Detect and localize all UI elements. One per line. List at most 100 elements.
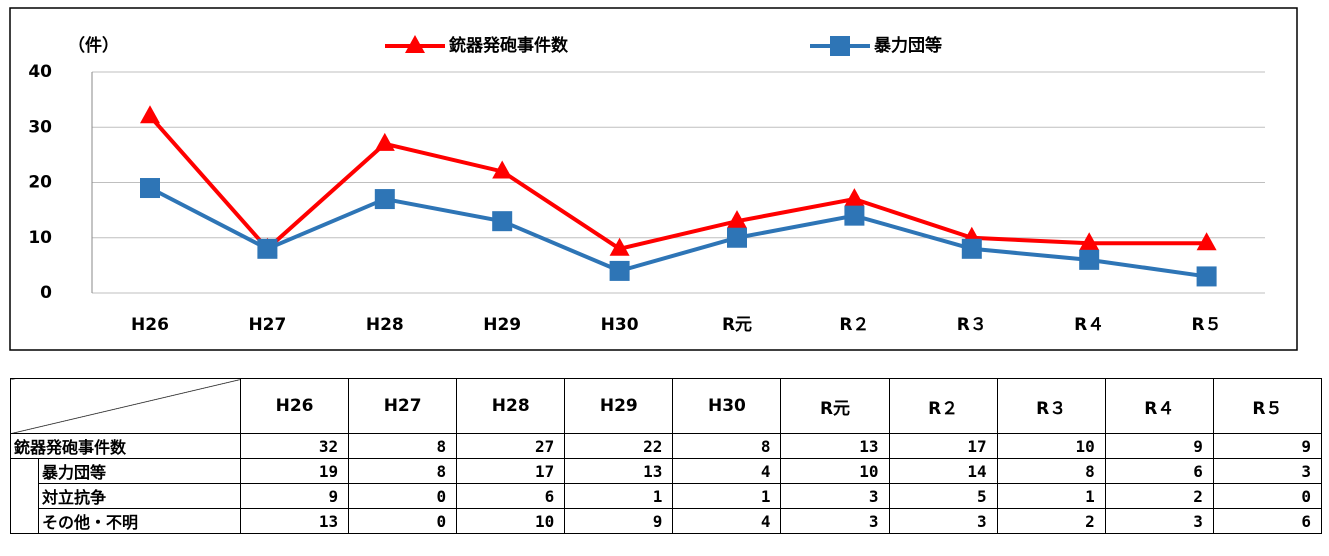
header-cell: H28 — [456, 378, 566, 434]
value-cell: 8 — [672, 433, 782, 459]
legend-label: 銃器発砲事件数 — [449, 35, 569, 56]
x-tick-label: H29 — [483, 315, 521, 335]
value-cell: 32 — [239, 433, 350, 459]
x-tick-label: H26 — [131, 315, 169, 335]
header-cell: R２ — [888, 378, 998, 434]
value-cell: 10 — [780, 458, 890, 484]
marker — [1196, 232, 1217, 251]
marker — [1196, 266, 1217, 287]
x-tick-label: H30 — [601, 315, 639, 335]
x-tick-label: R２ — [839, 315, 869, 335]
value-cell: 4 — [672, 508, 782, 534]
x-tick-label: H28 — [366, 315, 404, 335]
table-row: その他・不明 13 0 10 9 4 3 3 2 3 6 — [11, 508, 1323, 534]
header-cell: R５ — [1212, 378, 1323, 434]
x-tick-label: R３ — [957, 315, 987, 335]
header-cell: H30 — [672, 378, 782, 434]
y-axis-label: （件） — [68, 35, 119, 56]
header-cell: R３ — [996, 378, 1106, 434]
value-cell: 5 — [888, 483, 998, 509]
x-tick-label: R４ — [1074, 315, 1104, 335]
x-tick-label: R５ — [1192, 315, 1222, 335]
marker — [374, 132, 395, 151]
value-cell: 1 — [996, 483, 1106, 509]
value-cell: 6 — [1104, 458, 1214, 484]
y-tick-label: 10 — [28, 228, 52, 248]
value-cell: 13 — [780, 433, 890, 459]
value-cell: 27 — [456, 433, 566, 459]
value-cell: 2 — [996, 508, 1106, 534]
value-cell: 3 — [888, 508, 998, 534]
marker — [405, 35, 425, 53]
value-cell: 9 — [564, 508, 674, 534]
x-tick-label: R元 — [722, 315, 752, 335]
value-cell: 9 — [239, 483, 350, 509]
value-cell: 13 — [239, 508, 350, 534]
legend-label: 暴力団等 — [873, 35, 942, 56]
value-cell: 8 — [348, 458, 458, 484]
marker — [140, 105, 160, 124]
value-cell: 1 — [672, 483, 782, 509]
chart-frame — [9, 7, 1298, 351]
marker — [140, 178, 160, 199]
marker — [374, 189, 395, 210]
value-cell: 2 — [1104, 483, 1214, 509]
table-row: 対立抗争 9 0 6 1 1 3 5 1 2 0 — [11, 483, 1323, 509]
value-cell: 17 — [456, 458, 566, 484]
marker — [727, 210, 747, 229]
y-tick-label: 20 — [28, 173, 52, 193]
value-cell: 10 — [996, 433, 1106, 459]
table-row: 暴力団等 19 8 17 13 4 10 14 8 6 3 — [10, 458, 1323, 534]
marker — [257, 238, 278, 259]
value-cell: 3 — [780, 483, 890, 509]
value-cell: 3 — [780, 508, 890, 534]
value-cell: 9 — [1104, 433, 1214, 459]
value-cell: 0 — [348, 483, 458, 509]
value-cell: 9 — [1212, 433, 1323, 459]
chart: （件） 0 10 20 30 40 H26 H27 H28 H29 H30 R元 R２ R３ R４ R５ 銃器… — [9, 7, 1298, 351]
x-tick-label: H27 — [248, 315, 286, 335]
value-cell: 17 — [888, 433, 998, 459]
header-row: H26 H27 H28 H29 H30 R元 R２ R３ R４ R５ — [10, 378, 1323, 434]
value-cell: 1 — [564, 483, 674, 509]
marker — [609, 260, 630, 281]
marker — [1079, 232, 1100, 251]
value-cell: 6 — [1212, 508, 1323, 534]
row-label: 銃器発砲事件数 — [10, 433, 241, 459]
marker — [844, 205, 865, 226]
value-cell: 10 — [456, 508, 566, 534]
corner-cell — [10, 378, 241, 434]
row-label: その他・不明 — [38, 508, 241, 534]
header-cell: H29 — [564, 378, 674, 434]
row-label: 暴力団等 — [38, 458, 241, 484]
header-cell: H26 — [239, 378, 350, 434]
indent-cell — [10, 458, 39, 534]
marker — [844, 188, 865, 207]
y-tick-label: 40 — [28, 62, 52, 82]
marker — [961, 238, 982, 259]
value-cell: 14 — [888, 458, 998, 484]
marker — [1079, 249, 1100, 270]
row-label: 対立抗争 — [38, 483, 241, 509]
value-cell: 3 — [1104, 508, 1214, 534]
table-row: 銃器発砲事件数 32 8 27 22 8 13 17 10 9 9 — [10, 433, 1323, 459]
header-cell: R４ — [1104, 378, 1214, 434]
marker — [727, 227, 747, 248]
value-cell: 0 — [1212, 483, 1323, 509]
value-cell: 3 — [1212, 458, 1323, 484]
y-tick-label: 0 — [40, 283, 52, 303]
header-cell: H27 — [348, 378, 458, 434]
marker — [830, 36, 850, 56]
value-cell: 8 — [348, 433, 458, 459]
series-line — [149, 186, 1207, 279]
value-cell: 22 — [564, 433, 674, 459]
marker — [492, 211, 513, 232]
value-cell: 19 — [239, 458, 350, 484]
y-tick-label: 30 — [28, 117, 52, 137]
series-line — [148, 114, 1207, 252]
marker — [492, 160, 513, 179]
data-table: H26 H27 H28 H29 H30 R元 R２ R３ R４ R５ 銃器発砲事件数 32 8 27 22 8… — [10, 378, 1323, 534]
value-cell: 13 — [564, 458, 674, 484]
marker — [609, 237, 630, 256]
